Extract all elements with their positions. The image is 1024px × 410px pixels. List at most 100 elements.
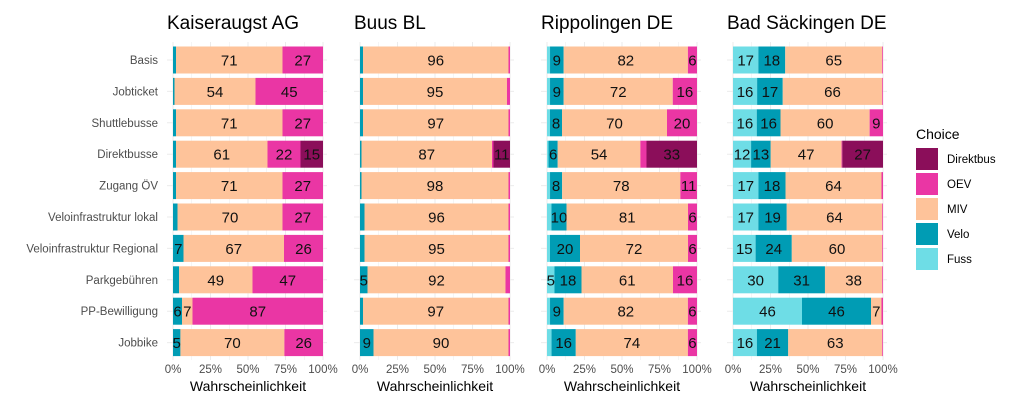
bar-segment-oev [508, 109, 510, 137]
data-label: 72 [626, 241, 643, 258]
bar-segment-miv [580, 234, 688, 262]
bar-segment-velo [360, 140, 362, 168]
bar-segment-miv [780, 109, 870, 137]
bar-segment-oev [882, 203, 883, 231]
bar-segment-velo [548, 140, 558, 168]
bar-segment-miv [177, 203, 283, 231]
bar-segment-oev [882, 77, 883, 105]
data-label: 16 [737, 335, 754, 352]
data-label: 11 [494, 147, 510, 164]
data-label: 60 [817, 115, 834, 132]
bar-segment-velo [550, 77, 564, 105]
x-tick-label: 25% [759, 364, 782, 376]
bar-segment-oev [506, 77, 510, 105]
data-label: 5 [360, 272, 368, 289]
data-label: 64 [826, 210, 843, 227]
bar-segment-oev [492, 140, 494, 168]
x-tick-label: 100% [308, 364, 337, 376]
bar-segment-velo [360, 109, 363, 137]
data-label: 95 [428, 241, 445, 258]
bar-segment-miv [364, 234, 509, 262]
bar-segment-velo [360, 234, 365, 262]
data-label: 5 [173, 335, 181, 352]
bar-segment-velo [360, 329, 374, 357]
data-label: 6 [688, 304, 696, 321]
data-label: 7 [872, 304, 880, 321]
bar-segment-fuss [547, 234, 550, 262]
bar-segment-oev [267, 140, 301, 168]
bar-segment-miv [786, 203, 883, 231]
data-label: 17 [737, 53, 754, 70]
legend-swatch-oev [916, 173, 938, 195]
panel-title: Kaiseraugst AG [167, 13, 299, 34]
data-label: 71 [221, 53, 238, 70]
data-label: 96 [427, 53, 444, 70]
bar-segment-fuss [733, 109, 757, 137]
data-label: 64 [825, 178, 842, 195]
bar-segment-oev [869, 109, 883, 137]
bar-segment-velo [802, 297, 871, 325]
bar-segment-miv [788, 329, 883, 357]
x-tick-label: 50% [236, 364, 259, 376]
bar-segment-velo [360, 77, 364, 105]
legend-label: Direktbus [947, 154, 996, 166]
bar-segment-miv [176, 172, 283, 200]
data-label: 47 [279, 272, 296, 289]
data-label: 72 [610, 84, 627, 101]
bar-segment-velo [551, 203, 567, 231]
bar-segment-miv [824, 266, 883, 294]
data-label: 90 [433, 335, 450, 352]
data-label: 81 [619, 210, 636, 227]
data-label: 63 [827, 335, 844, 352]
data-label: 70 [224, 335, 241, 352]
bar-segment-velo [173, 266, 179, 294]
legend-title: Choice [916, 126, 960, 142]
bar-segment-velo [751, 140, 771, 168]
x-tick-label: 0% [539, 364, 556, 376]
bar-segment-miv [562, 172, 681, 200]
data-label: 18 [560, 272, 577, 289]
data-label: 27 [294, 210, 311, 227]
data-label: 16 [677, 272, 694, 289]
data-label: 46 [759, 304, 776, 321]
bar-segment-velo [173, 172, 176, 200]
data-label: 18 [763, 53, 780, 70]
row-label: Jobticket [113, 86, 159, 98]
x-tick-label: 0% [725, 364, 742, 376]
bar-segment-oev [882, 266, 883, 294]
bar-segment-oev [192, 297, 323, 325]
x-tick-label: 25% [386, 364, 409, 376]
data-label: 97 [427, 304, 444, 321]
data-label: 6 [688, 53, 696, 70]
data-label: 16 [737, 115, 754, 132]
data-label: 31 [793, 272, 810, 289]
bar-segment-fuss [733, 203, 759, 231]
bar-segment-velo [757, 77, 783, 105]
bar-segment-velo [173, 46, 176, 74]
bar-segment-fuss [547, 297, 551, 325]
x-tick-label: 0% [165, 364, 182, 376]
data-label: 13 [753, 147, 770, 164]
bar-segment-miv [563, 77, 673, 105]
bar-segment-direktbus [300, 140, 323, 168]
bar-segment-oev [882, 46, 883, 74]
bar-segment-fuss [547, 172, 551, 200]
bar-segment-oev [284, 329, 323, 357]
bar-segment-miv [791, 234, 883, 262]
data-label: 26 [295, 241, 312, 258]
bar-segment-oev [687, 329, 697, 357]
x-tick-label: 50% [610, 364, 633, 376]
data-label: 46 [828, 304, 845, 321]
data-label: 27 [854, 147, 871, 164]
bar-segment-velo [173, 109, 176, 137]
bar-segment-oev [680, 172, 697, 200]
bar-segment-oev [667, 109, 697, 137]
x-tick-label: 25% [573, 364, 596, 376]
bar-segment-fuss [547, 109, 550, 137]
x-tick-label: 75% [274, 364, 297, 376]
bar-segment-velo [173, 140, 176, 168]
bar-segment-fuss [547, 203, 552, 231]
bar-segment-fuss [547, 140, 549, 168]
data-label: 5 [547, 272, 555, 289]
